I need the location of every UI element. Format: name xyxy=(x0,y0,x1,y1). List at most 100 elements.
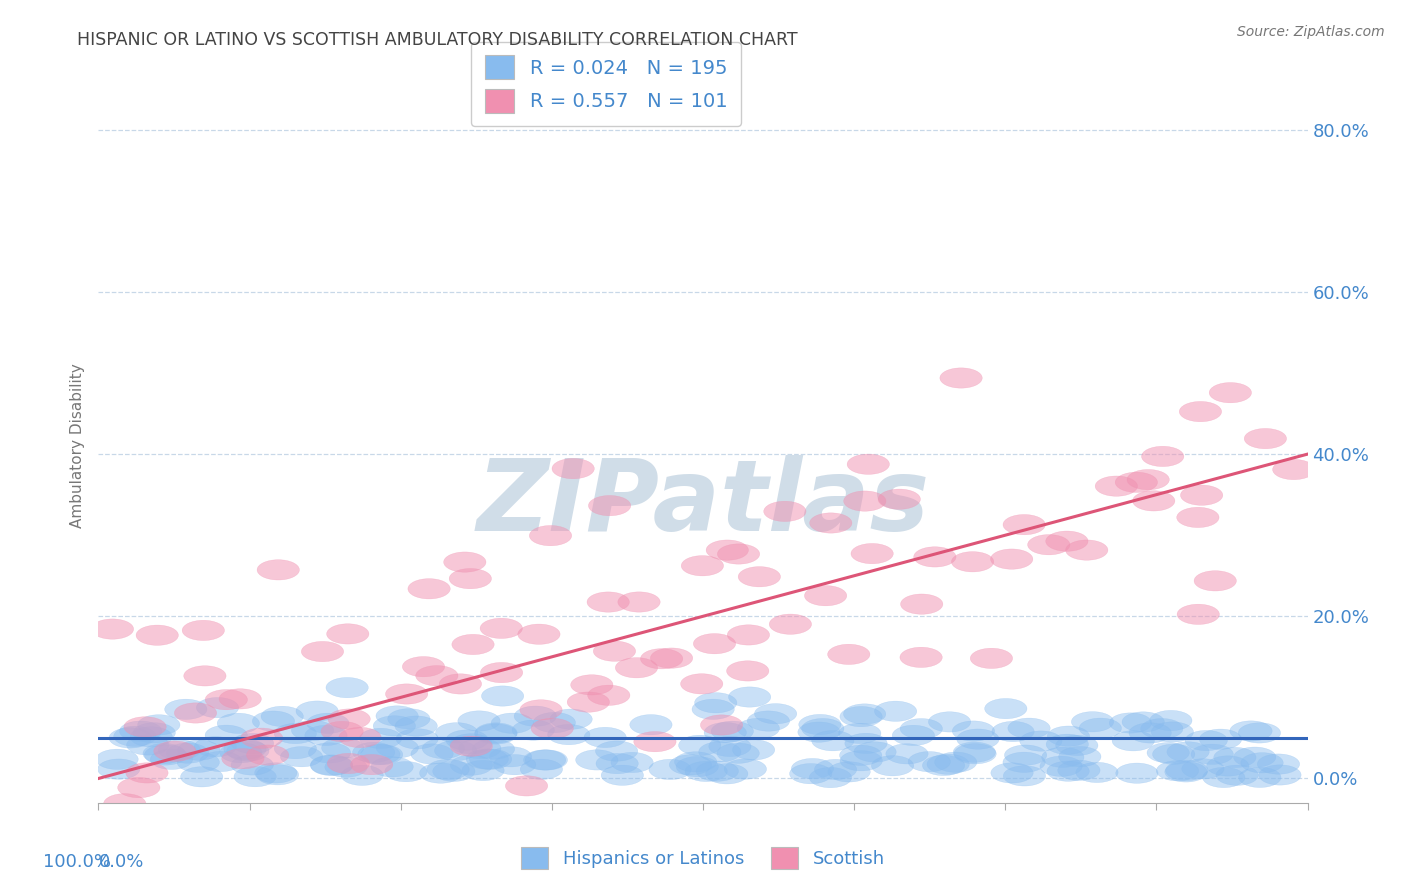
Ellipse shape xyxy=(433,761,475,781)
Ellipse shape xyxy=(704,723,747,743)
Ellipse shape xyxy=(422,739,464,758)
Ellipse shape xyxy=(491,713,533,733)
Ellipse shape xyxy=(291,720,333,740)
Ellipse shape xyxy=(928,712,970,732)
Ellipse shape xyxy=(373,715,416,736)
Ellipse shape xyxy=(1230,721,1272,741)
Ellipse shape xyxy=(1180,401,1222,422)
Ellipse shape xyxy=(419,763,461,783)
Ellipse shape xyxy=(458,739,501,759)
Ellipse shape xyxy=(153,741,195,762)
Ellipse shape xyxy=(127,735,169,756)
Ellipse shape xyxy=(439,673,482,694)
Ellipse shape xyxy=(728,687,770,707)
Ellipse shape xyxy=(156,833,200,854)
Text: HISPANIC OR LATINO VS SCOTTISH AMBULATORY DISABILITY CORRELATION CHART: HISPANIC OR LATINO VS SCOTTISH AMBULATOR… xyxy=(77,31,799,49)
Ellipse shape xyxy=(1213,747,1256,768)
Ellipse shape xyxy=(1147,742,1189,763)
Ellipse shape xyxy=(217,816,259,837)
Ellipse shape xyxy=(839,750,883,771)
Ellipse shape xyxy=(810,767,852,788)
Ellipse shape xyxy=(321,722,363,741)
Ellipse shape xyxy=(150,749,193,770)
Ellipse shape xyxy=(956,729,1000,749)
Ellipse shape xyxy=(1028,534,1070,555)
Ellipse shape xyxy=(853,742,896,762)
Ellipse shape xyxy=(1152,722,1194,742)
Ellipse shape xyxy=(550,709,592,730)
Ellipse shape xyxy=(357,744,401,764)
Ellipse shape xyxy=(134,723,176,743)
Ellipse shape xyxy=(450,755,492,775)
Ellipse shape xyxy=(675,752,717,772)
Ellipse shape xyxy=(325,757,367,777)
Ellipse shape xyxy=(200,751,242,772)
Ellipse shape xyxy=(461,760,505,780)
Ellipse shape xyxy=(634,731,676,752)
Ellipse shape xyxy=(118,778,160,797)
Ellipse shape xyxy=(232,733,274,754)
Ellipse shape xyxy=(737,718,779,739)
Ellipse shape xyxy=(804,585,846,606)
Ellipse shape xyxy=(792,758,834,779)
Ellipse shape xyxy=(952,721,994,741)
Ellipse shape xyxy=(596,754,638,773)
Ellipse shape xyxy=(1241,753,1284,773)
Ellipse shape xyxy=(467,749,509,769)
Ellipse shape xyxy=(326,678,368,698)
Ellipse shape xyxy=(695,693,737,713)
Ellipse shape xyxy=(166,743,208,764)
Ellipse shape xyxy=(322,738,364,758)
Ellipse shape xyxy=(547,724,591,745)
Ellipse shape xyxy=(790,764,832,784)
Ellipse shape xyxy=(1194,571,1236,591)
Ellipse shape xyxy=(814,759,856,780)
Ellipse shape xyxy=(1258,764,1301,785)
Ellipse shape xyxy=(224,739,266,759)
Ellipse shape xyxy=(159,739,201,760)
Ellipse shape xyxy=(96,749,138,770)
Ellipse shape xyxy=(1181,485,1223,506)
Ellipse shape xyxy=(717,743,759,764)
Ellipse shape xyxy=(1019,731,1062,751)
Ellipse shape xyxy=(681,673,723,694)
Ellipse shape xyxy=(217,714,260,733)
Ellipse shape xyxy=(444,552,486,573)
Ellipse shape xyxy=(1209,383,1251,403)
Ellipse shape xyxy=(145,745,187,765)
Ellipse shape xyxy=(307,713,349,733)
Ellipse shape xyxy=(596,741,638,761)
Ellipse shape xyxy=(991,549,1033,569)
Ellipse shape xyxy=(350,755,392,775)
Ellipse shape xyxy=(682,556,724,576)
Ellipse shape xyxy=(475,723,517,744)
Ellipse shape xyxy=(848,454,890,475)
Ellipse shape xyxy=(436,723,478,743)
Ellipse shape xyxy=(953,742,995,763)
Ellipse shape xyxy=(194,737,236,757)
Ellipse shape xyxy=(180,767,224,787)
Ellipse shape xyxy=(222,748,264,769)
Ellipse shape xyxy=(1004,765,1046,786)
Ellipse shape xyxy=(231,755,273,775)
Ellipse shape xyxy=(810,513,852,533)
Ellipse shape xyxy=(1122,712,1164,732)
Text: 100.0%: 100.0% xyxy=(42,853,111,871)
Legend: R = 0.024   N = 195, R = 0.557   N = 101: R = 0.024 N = 195, R = 0.557 N = 101 xyxy=(471,42,741,127)
Ellipse shape xyxy=(927,754,969,774)
Ellipse shape xyxy=(747,711,790,731)
Ellipse shape xyxy=(1129,723,1171,743)
Ellipse shape xyxy=(738,566,780,587)
Ellipse shape xyxy=(470,749,512,769)
Ellipse shape xyxy=(706,764,748,784)
Ellipse shape xyxy=(952,551,994,572)
Ellipse shape xyxy=(252,711,295,731)
Ellipse shape xyxy=(679,735,721,756)
Ellipse shape xyxy=(110,728,152,748)
Ellipse shape xyxy=(1040,756,1083,776)
Ellipse shape xyxy=(939,368,983,388)
Ellipse shape xyxy=(1177,508,1219,527)
Ellipse shape xyxy=(205,690,247,710)
Ellipse shape xyxy=(131,727,173,747)
Ellipse shape xyxy=(1002,752,1045,772)
